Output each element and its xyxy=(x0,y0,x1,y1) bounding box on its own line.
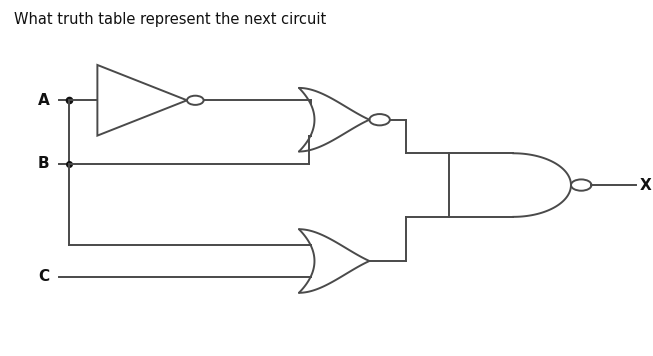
Text: X: X xyxy=(639,178,651,193)
Text: What truth table represent the next circuit: What truth table represent the next circ… xyxy=(14,12,326,27)
Text: C: C xyxy=(39,269,50,284)
Text: A: A xyxy=(38,93,50,108)
Text: B: B xyxy=(38,156,50,171)
